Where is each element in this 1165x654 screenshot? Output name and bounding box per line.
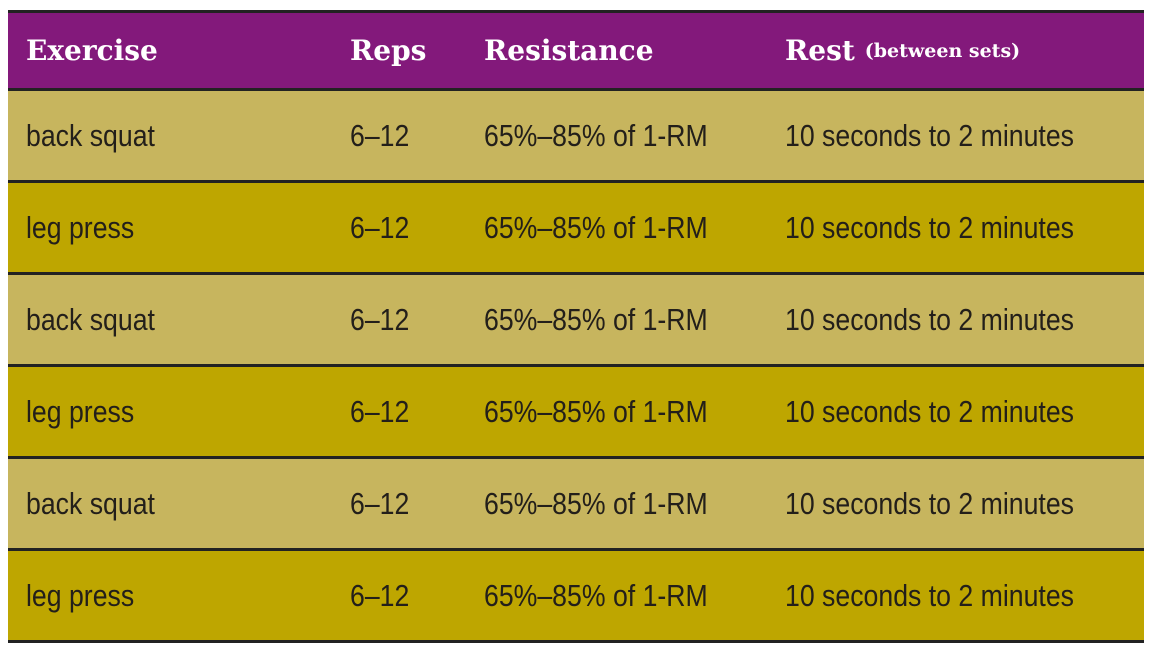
table-row: leg press 6–12 65%–85% of 1-RM 10 seconds t…: [8, 551, 1144, 643]
rest-value: 10 seconds to 2 minutes: [785, 393, 1075, 429]
rest-value: 10 seconds to 2 minutes: [785, 577, 1075, 613]
exercise-value: leg press: [26, 577, 135, 613]
cell-reps: 6–12: [350, 459, 419, 548]
header-exercise-label: Exercise: [26, 34, 158, 67]
cell-reps: 6–12: [350, 551, 419, 640]
exercise-table: Exercise Reps Resistance Rest (between se…: [8, 10, 1144, 643]
header-exercise: Exercise: [26, 13, 158, 88]
cell-resistance: 65%–85% of 1-RM: [484, 91, 744, 180]
cell-rest: 10 seconds to 2 minutes: [785, 91, 1121, 180]
rest-value: 10 seconds to 2 minutes: [785, 209, 1075, 245]
cell-resistance: 65%–85% of 1-RM: [484, 183, 744, 272]
table-row: leg press 6–12 65%–85% of 1-RM 10 seconds t…: [8, 183, 1144, 275]
resistance-value: 65%–85% of 1-RM: [484, 209, 708, 245]
exercise-value: leg press: [26, 393, 135, 429]
cell-resistance: 65%–85% of 1-RM: [484, 551, 744, 640]
table-row: back squat 6–12 65%–85% of 1-RM 10 seconds …: [8, 459, 1144, 551]
reps-value: 6–12: [350, 485, 410, 521]
cell-exercise: leg press: [26, 183, 152, 272]
cell-exercise: back squat: [26, 91, 176, 180]
reps-value: 6–12: [350, 209, 410, 245]
table-row: back squat 6–12 65%–85% of 1-RM 10 seconds …: [8, 91, 1144, 183]
cell-reps: 6–12: [350, 367, 419, 456]
header-rest-note: (between sets): [864, 39, 1021, 62]
cell-resistance: 65%–85% of 1-RM: [484, 275, 744, 364]
header-rest-label: Rest: [785, 34, 855, 67]
cell-reps: 6–12: [350, 91, 419, 180]
header-resistance-label: Resistance: [484, 34, 654, 67]
exercise-value: back squat: [26, 485, 155, 521]
rest-value: 10 seconds to 2 minutes: [785, 301, 1075, 337]
rest-value: 10 seconds to 2 minutes: [785, 117, 1075, 153]
cell-exercise: back squat: [26, 459, 176, 548]
cell-rest: 10 seconds to 2 minutes: [785, 551, 1121, 640]
resistance-value: 65%–85% of 1-RM: [484, 117, 708, 153]
resistance-value: 65%–85% of 1-RM: [484, 393, 708, 429]
table-row: back squat 6–12 65%–85% of 1-RM 10 seconds …: [8, 275, 1144, 367]
resistance-value: 65%–85% of 1-RM: [484, 301, 708, 337]
cell-rest: 10 seconds to 2 minutes: [785, 275, 1121, 364]
cell-exercise: back squat: [26, 275, 176, 364]
reps-value: 6–12: [350, 393, 410, 429]
cell-resistance: 65%–85% of 1-RM: [484, 459, 744, 548]
cell-exercise: leg press: [26, 551, 152, 640]
rest-value: 10 seconds to 2 minutes: [785, 485, 1075, 521]
table-row: leg press 6–12 65%–85% of 1-RM 10 seconds t…: [8, 367, 1144, 459]
reps-value: 6–12: [350, 117, 410, 153]
cell-exercise: leg press: [26, 367, 152, 456]
resistance-value: 65%–85% of 1-RM: [484, 485, 708, 521]
cell-reps: 6–12: [350, 183, 419, 272]
exercise-value: back squat: [26, 117, 155, 153]
reps-value: 6–12: [350, 301, 410, 337]
cell-resistance: 65%–85% of 1-RM: [484, 367, 744, 456]
cell-rest: 10 seconds to 2 minutes: [785, 183, 1121, 272]
cell-rest: 10 seconds to 2 minutes: [785, 459, 1121, 548]
cell-reps: 6–12: [350, 275, 419, 364]
exercise-value: back squat: [26, 301, 155, 337]
header-rest: Rest (between sets): [785, 13, 1020, 88]
table-header: Exercise Reps Resistance Rest (between se…: [8, 13, 1144, 91]
reps-value: 6–12: [350, 577, 410, 613]
header-reps-label: Reps: [350, 34, 427, 67]
header-reps: Reps: [350, 13, 426, 88]
cell-rest: 10 seconds to 2 minutes: [785, 367, 1121, 456]
header-resistance: Resistance: [484, 13, 654, 88]
resistance-value: 65%–85% of 1-RM: [484, 577, 708, 613]
exercise-value: leg press: [26, 209, 135, 245]
